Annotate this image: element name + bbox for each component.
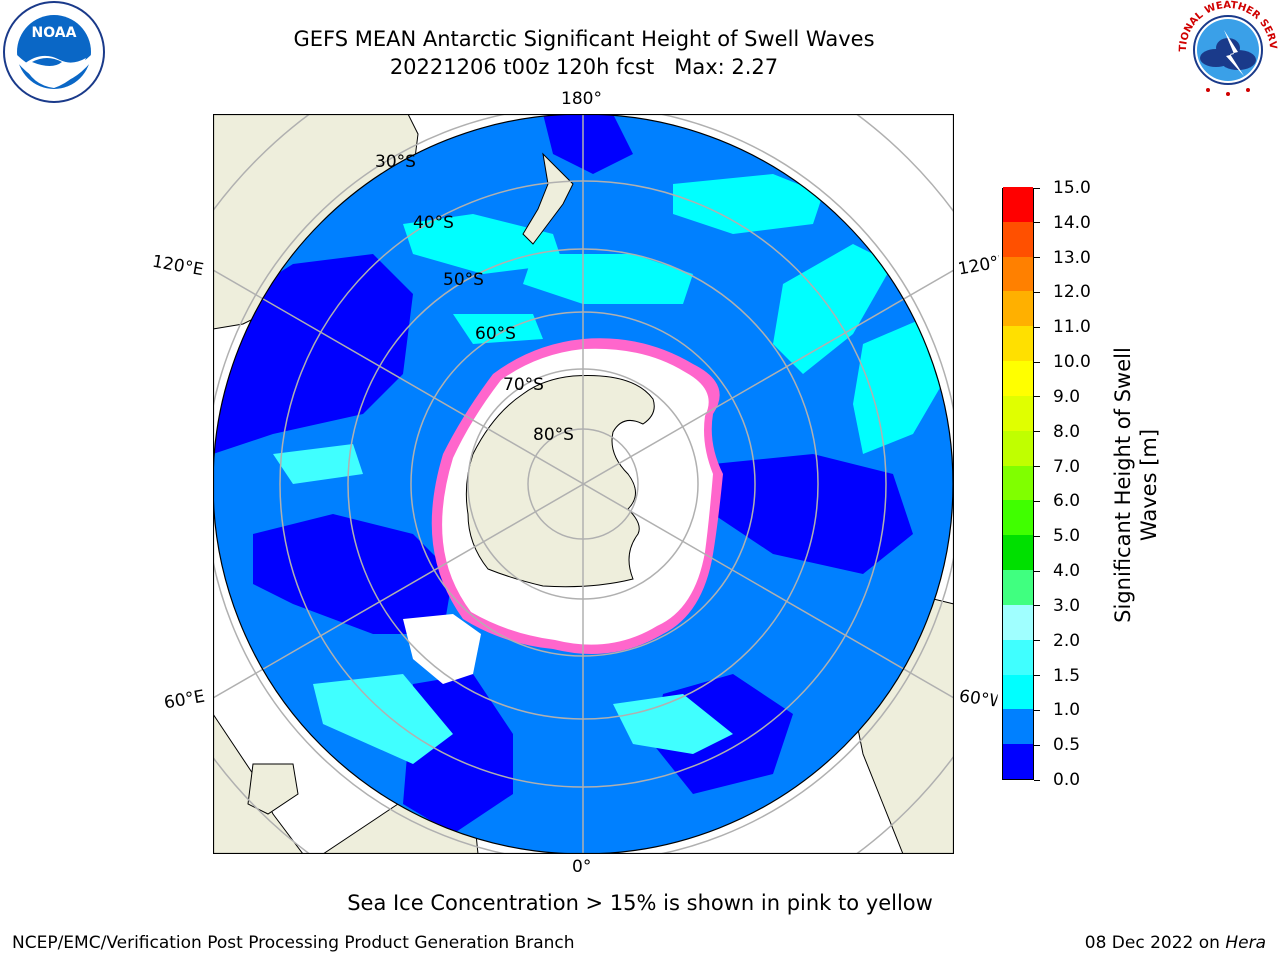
chart-title: GEFS MEAN Antarctic Significant Height o… [293,27,875,51]
colorbar-tick-mark [1034,675,1040,677]
colorbar-tick-mark [1034,640,1040,642]
lat-label-80s: 80°S [533,425,574,445]
colorbar-segment [1003,221,1033,257]
low-swell-region [213,254,413,454]
colorbar-tick-label: 15.0 [1053,178,1091,198]
colorbar-segment [1003,186,1033,222]
sea-ice-note: Sea Ice Concentration > 15% is shown in … [347,891,933,915]
svg-text:NOAA: NOAA [32,25,77,41]
colorbar-tick-mark [1034,326,1040,328]
high-swell-region [673,174,823,234]
footer-date-text: 08 Dec 2022 on [1084,933,1226,953]
colorbar-tick-label: 6.0 [1053,491,1081,512]
colorbar-segment [1003,430,1033,466]
colorbar-segment [1003,708,1033,745]
colorbar-tick-mark [1034,431,1040,433]
colorbar-tick-label: 9.0 [1053,386,1081,407]
high-swell-region [313,674,453,764]
low-swell-region [713,454,913,574]
new-zealand-landmass [522,152,574,245]
footer-credit: NCEP/EMC/Verification Post Processing Pr… [12,933,575,953]
colorbar-tick-mark [1034,500,1040,502]
colorbar-tick-label: 12.0 [1053,282,1091,303]
sea-ice-patch [403,614,481,684]
colorbar-segment [1003,569,1033,605]
low-swell-region [543,114,633,174]
colorbar-tick-label: 14.0 [1053,212,1091,233]
colorbar-segment [1003,325,1033,362]
polar-map: 30°S 40°S 50°S 60°S 70°S 80°S [213,114,954,854]
map-frame-border [213,114,954,854]
lat-label-30s: 30°S [375,152,416,172]
colorbar-tick-label: 11.0 [1053,317,1091,338]
colorbar-tick-mark [1034,187,1040,189]
chart-subtitle: 20221206 t00z 120h fcst Max: 2.27 [389,55,779,79]
high-swell-region [453,314,543,344]
colorbar-label-line2: Waves [m] [1137,428,1161,542]
colorbar-tick-mark [1034,535,1040,537]
colorbar-tick-label: 7.0 [1053,456,1081,477]
national-weather-service-logo-icon: NATIONAL WEATHER SERVICE [1178,0,1278,98]
colorbar [1002,186,1034,780]
colorbar-tick-label: 3.0 [1053,595,1081,616]
colorbar-tick-mark [1034,709,1040,711]
lon-label-120e: 120°E [150,251,206,281]
colorbar-segment [1003,290,1033,327]
colorbar-tick-mark [1034,779,1040,781]
colorbar-segment [1003,256,1033,292]
high-swell-region [523,254,693,304]
colorbar-segment [1003,534,1033,571]
colorbar-tick-label: 13.0 [1053,247,1091,268]
colorbar-tick-label: 10.0 [1053,352,1091,373]
colorbar-tick-mark [1034,222,1040,224]
colorbar-tick-mark [1034,291,1040,293]
colorbar-tick-label: 0.0 [1053,770,1081,790]
noaa-logo-icon: NOAA [3,1,105,103]
lon-label-60w: 60°W [957,686,999,712]
lon-label-60e: 60°E [162,686,207,714]
high-swell-region [853,314,948,454]
high-swell-region [273,444,363,484]
colorbar-tick-mark [1034,570,1040,572]
colorbar-segment [1003,465,1033,501]
lat-label-50s: 50°S [443,270,484,290]
colorbar-segment [1003,639,1033,675]
high-swell-region [403,214,563,274]
high-swell-region [613,694,733,754]
colorbar-tick-label: 5.0 [1053,526,1081,547]
colorbar-tick-label: 1.5 [1053,665,1081,686]
colorbar-tick-label: 0.5 [1053,735,1081,756]
colorbar-segment [1003,499,1033,536]
colorbar-tick-label: 1.0 [1053,700,1081,721]
graticule [213,114,954,854]
lon-label-0: 0° [572,857,592,877]
colorbar-tick-mark [1034,396,1040,398]
colorbar-tick-label: 2.0 [1053,630,1081,651]
madagascar-landmass [247,763,299,815]
colorbar-segment [1003,604,1033,640]
colorbar-label-line1: Significant Height of Swell [1111,347,1135,623]
map-canvas [213,114,954,854]
colorbar-tick-mark [1034,744,1040,746]
lat-label-70s: 70°S [503,375,544,395]
footer-machine: Hera [1225,933,1266,953]
lon-label-180: 180° [561,89,602,109]
colorbar-tick-mark [1034,466,1040,468]
colorbar-tick-mark [1034,361,1040,363]
lon-label-120w: 120°W [956,252,1002,280]
footer-date: 08 Dec 2022 on Hera [1085,933,1266,953]
colorbar-segment [1003,674,1033,710]
colorbar-tick-label: 4.0 [1053,561,1081,582]
low-swell-region [253,514,453,634]
colorbar-label: Significant Height of Swell Waves [m] [1110,285,1162,685]
colorbar-segment [1003,395,1033,431]
colorbar-segment [1003,360,1033,396]
lat-label-60s: 60°S [475,324,516,344]
lat-label-40s: 40°S [413,213,454,233]
colorbar-segment [1003,743,1033,779]
colorbar-tick-mark [1034,605,1040,607]
colorbar-tick-mark [1034,257,1040,259]
colorbar-tick-label: 8.0 [1053,421,1081,442]
